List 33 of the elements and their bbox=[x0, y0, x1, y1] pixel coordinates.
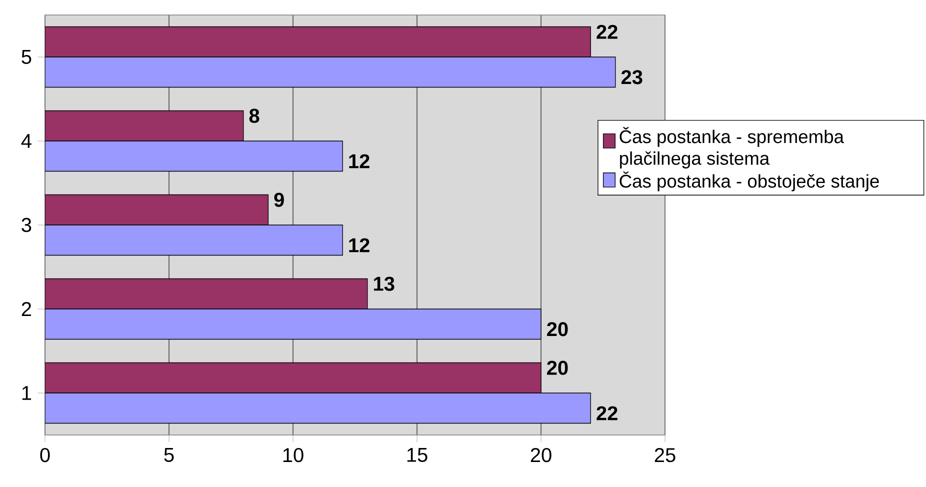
data-label: 20 bbox=[547, 322, 568, 336]
x-tick-label: 0 bbox=[40, 448, 50, 462]
bar bbox=[45, 56, 616, 88]
data-label: 22 bbox=[596, 24, 618, 39]
bar bbox=[45, 26, 591, 58]
y-tick-label: 3 bbox=[22, 218, 32, 232]
x-tick-label: 5 bbox=[164, 448, 174, 462]
bar bbox=[45, 140, 343, 172]
bar bbox=[45, 362, 542, 394]
data-label: 13 bbox=[374, 276, 394, 291]
bar bbox=[45, 224, 343, 256]
data-label: 23 bbox=[621, 70, 642, 84]
data-label: 9 bbox=[274, 192, 284, 207]
bar bbox=[45, 278, 368, 310]
y-tick-label: 1 bbox=[22, 386, 32, 400]
data-label: 12 bbox=[349, 238, 370, 252]
bar bbox=[45, 308, 542, 340]
data-label: 22 bbox=[596, 406, 618, 420]
x-tick-label: 10 bbox=[283, 448, 304, 462]
x-tick-label: 25 bbox=[654, 448, 676, 462]
data-label: 20 bbox=[547, 360, 568, 375]
legend-label: Čas postanka - obstoječe stanje bbox=[620, 171, 879, 192]
y-tick-label: 5 bbox=[22, 50, 32, 64]
x-tick-label: 20 bbox=[530, 448, 552, 462]
bar bbox=[45, 392, 591, 424]
legend-label: Čas postanka - sprememba plačilnega sistema bbox=[620, 127, 844, 168]
bar bbox=[45, 194, 269, 226]
x-tick-label: 15 bbox=[407, 448, 428, 462]
y-tick-label: 4 bbox=[21, 134, 32, 148]
bar bbox=[45, 110, 244, 142]
data-label: 12 bbox=[349, 154, 370, 168]
data-label: 8 bbox=[249, 108, 260, 123]
y-tick-label: 2 bbox=[22, 302, 31, 316]
